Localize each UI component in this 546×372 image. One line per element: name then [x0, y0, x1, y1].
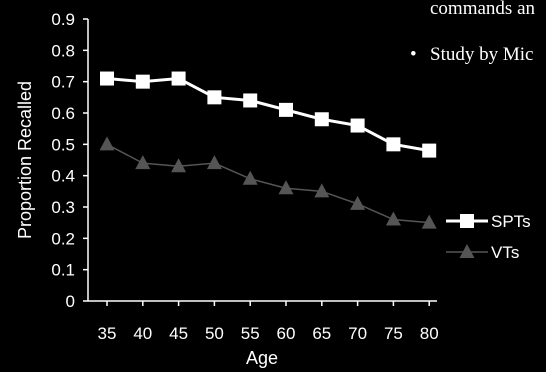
legend-label: VTs — [491, 243, 519, 262]
legend-triangle-marker — [459, 244, 475, 258]
x-tick-label: 75 — [384, 324, 403, 343]
data-point-spts — [386, 137, 401, 152]
data-point-vts — [206, 155, 222, 170]
legend-square-marker — [460, 214, 474, 228]
data-point-vts — [135, 155, 151, 170]
data-point-vts — [314, 183, 330, 198]
series-spts — [100, 71, 437, 158]
y-tick-label: 0.3 — [51, 198, 75, 217]
data-point-vts — [350, 195, 366, 210]
chart-series — [99, 71, 437, 229]
x-tick-label: 60 — [277, 324, 296, 343]
legend-item-vts: VTs — [446, 243, 519, 262]
x-tick-label: 65 — [312, 324, 331, 343]
data-point-spts — [314, 112, 329, 127]
data-point-spts — [207, 90, 222, 105]
data-point-vts — [385, 211, 401, 226]
y-tick-label: 0.8 — [51, 41, 75, 60]
chart-legend: SPTs VTs — [446, 212, 531, 262]
x-tick-label: 55 — [241, 324, 260, 343]
series-line-spts — [106, 77, 430, 153]
data-point-spts — [243, 93, 258, 108]
x-tick-label: 45 — [169, 324, 188, 343]
y-tick-label: 0.9 — [51, 10, 75, 29]
data-point-spts — [350, 118, 365, 133]
x-tick-label: 35 — [98, 324, 117, 343]
x-tick-label: 40 — [133, 324, 152, 343]
y-tick-label: 0.1 — [51, 261, 75, 280]
y-axis-title: Proportion Recalled — [15, 81, 35, 239]
data-point-spts — [279, 102, 293, 117]
y-axis-ticks: 0 0.1 0.2 0.3 0.4 0.5 0.6 0.7 0.8 0.9 — [51, 10, 88, 311]
x-tick-label: 70 — [348, 324, 367, 343]
data-point-vts — [99, 136, 115, 151]
data-point-vts — [421, 214, 437, 229]
x-axis-ticks: 35 40 45 50 55 60 65 70 75 80 — [98, 301, 439, 343]
slide-bullet: • — [410, 44, 417, 65]
series-vts — [99, 136, 437, 229]
y-tick-label: 0.4 — [51, 167, 75, 186]
series-line-vts — [106, 143, 430, 224]
y-tick-label: 0.2 — [51, 229, 75, 248]
data-point-spts — [422, 143, 437, 158]
data-point-vts — [242, 170, 258, 185]
data-point-spts — [171, 71, 186, 86]
data-point-vts — [278, 180, 294, 195]
y-tick-label: 0.5 — [51, 135, 75, 154]
x-tick-label: 50 — [205, 324, 224, 343]
y-tick-label: 0.7 — [51, 73, 75, 92]
data-point-spts — [100, 71, 114, 86]
data-point-vts — [171, 158, 187, 173]
slide-text-study: Study by Mic — [430, 44, 534, 65]
legend-label: SPTs — [491, 212, 531, 231]
x-tick-label: 80 — [420, 324, 439, 343]
data-point-spts — [135, 74, 150, 89]
slide-text-commands: commands an — [430, 0, 536, 19]
y-tick-label: 0 — [66, 292, 75, 311]
chart-axes — [87, 19, 437, 302]
y-tick-label: 0.6 — [51, 104, 75, 123]
x-axis-title: Age — [246, 348, 278, 368]
legend-item-spts: SPTs — [446, 212, 531, 231]
